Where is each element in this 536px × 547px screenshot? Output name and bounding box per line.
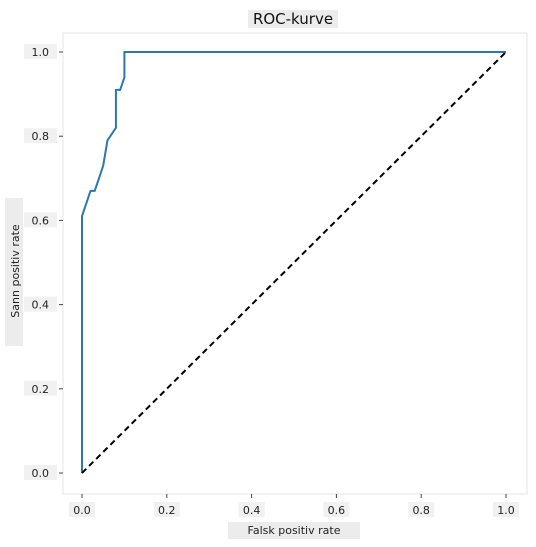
y-axis-label: Sann positiv rate — [9, 224, 22, 318]
x-tick-label: 0.2 — [158, 504, 176, 517]
x-tick-label-background — [238, 502, 265, 517]
x-tick-label: 1.0 — [497, 504, 515, 517]
x-tick-label-background — [69, 502, 95, 517]
y-tick-label: 0.2 — [32, 383, 50, 396]
y-tick-label: 0.8 — [32, 130, 50, 143]
y-axis-label-background — [5, 198, 23, 346]
y-tick-label-background — [24, 128, 57, 144]
x-tick-label-background — [408, 502, 435, 517]
x-tick-label: 0.6 — [328, 504, 346, 517]
roc-curve-line — [81, 51, 506, 473]
series-layer — [81, 51, 507, 474]
plot-area — [62, 32, 528, 495]
ticks-layer: 0.0 0.2 0.4 0.6 0.8 1.0 0.0 0.2 0.4 0.6 0.8 1.0 — [24, 44, 519, 517]
title-background — [248, 10, 338, 28]
x-axis-label-background — [228, 522, 360, 539]
y-tick-label-background — [24, 380, 57, 396]
y-tick-label-background — [24, 296, 57, 312]
x-tick-label: 0.4 — [243, 504, 261, 517]
y-tick-label-background — [24, 465, 57, 480]
x-tick-label-background — [493, 502, 519, 517]
y-tick-label-background — [24, 212, 57, 228]
x-tick-label: 0.8 — [412, 504, 430, 517]
y-tick-label: 0.6 — [32, 214, 50, 227]
chart-title: ROC-kurve — [253, 10, 333, 28]
x-axis-label: Falsk positiv rate — [248, 524, 341, 537]
x-tick-label: 0.0 — [73, 504, 91, 517]
x-tick-label-background — [323, 502, 350, 517]
y-tick-label-background — [24, 44, 57, 59]
y-tick-label: 0.0 — [32, 467, 50, 480]
y-tick-label: 1.0 — [32, 46, 50, 59]
y-tick-label: 0.4 — [32, 299, 50, 312]
x-tick-label-background — [153, 502, 180, 517]
